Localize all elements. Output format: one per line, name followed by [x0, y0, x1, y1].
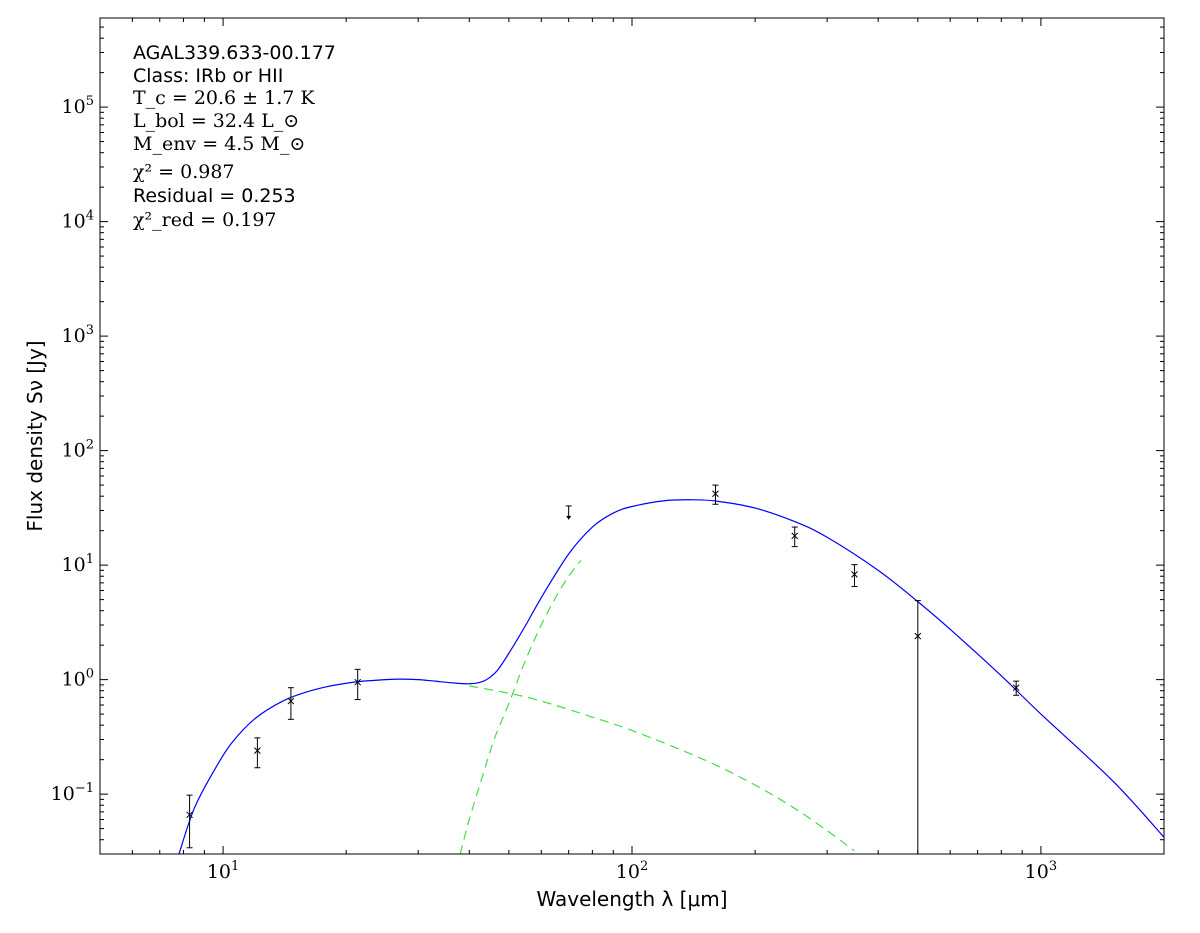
- y-tick-label: 101: [62, 552, 94, 576]
- y-tick-label: 10−1: [51, 781, 94, 805]
- warm-component-line: [469, 685, 855, 852]
- annotation-chi2red: χ²_red = 0.197: [133, 209, 277, 231]
- data-point-3: [287, 687, 295, 720]
- cold-component-line: [459, 560, 582, 854]
- y-tick-label: 103: [62, 323, 94, 347]
- data-point-9: [1012, 680, 1020, 696]
- annotation-source: AGAL339.633-00.177: [133, 42, 336, 64]
- annotation-tc: T_c = 20.6 ± 1.7 K: [133, 87, 315, 109]
- x-tick-label: 101: [207, 859, 239, 883]
- x-tick-label: 102: [616, 859, 648, 883]
- upper-limit-point-1: [565, 505, 572, 520]
- point-marker: [186, 811, 193, 819]
- data-point-6: [791, 526, 799, 548]
- tick-labels: 101 102 103 10−1 100 101 102 103 104 105: [51, 94, 1058, 883]
- point-marker: [254, 747, 261, 754]
- axis-ticks: [99, 17, 1165, 855]
- data-point-7: [851, 564, 858, 588]
- fit-curves: [178, 499, 1164, 854]
- annotation-chi2: χ² = 0.987: [133, 161, 235, 183]
- annotation-residual: Residual = 0.253: [133, 185, 296, 207]
- y-tick-label: 104: [62, 209, 94, 233]
- point-marker: [354, 678, 362, 686]
- point-marker: [791, 532, 799, 540]
- point-marker: [1012, 684, 1020, 692]
- data-point-2: [254, 737, 261, 769]
- y-tick-label: 100: [62, 667, 94, 691]
- point-marker: [287, 697, 295, 705]
- data-point-4: [354, 668, 362, 701]
- data-point-5: [712, 484, 719, 505]
- point-marker: [914, 632, 922, 640]
- y-tick-label: 102: [62, 438, 94, 462]
- annotation-lbol: L_bol = 32.4 L_⊙: [133, 110, 299, 132]
- annotation-menv: M_env = 4.5 M_⊙: [133, 133, 305, 155]
- data-point-1: [186, 794, 193, 849]
- x-axis-label: Wavelength λ [μm]: [536, 887, 727, 911]
- annotation-class: Class: IRb or HII: [133, 65, 283, 87]
- data-points: [186, 484, 1020, 854]
- point-marker: [712, 490, 719, 498]
- limit-arrow: [566, 515, 572, 520]
- total-fit-line: [178, 499, 1164, 854]
- data-point-8: [914, 600, 922, 854]
- point-marker: [851, 571, 858, 578]
- y-tick-label: 105: [62, 94, 94, 118]
- x-tick-label: 103: [1025, 859, 1057, 883]
- y-axis-label: Flux density Sν [Jy]: [23, 340, 47, 531]
